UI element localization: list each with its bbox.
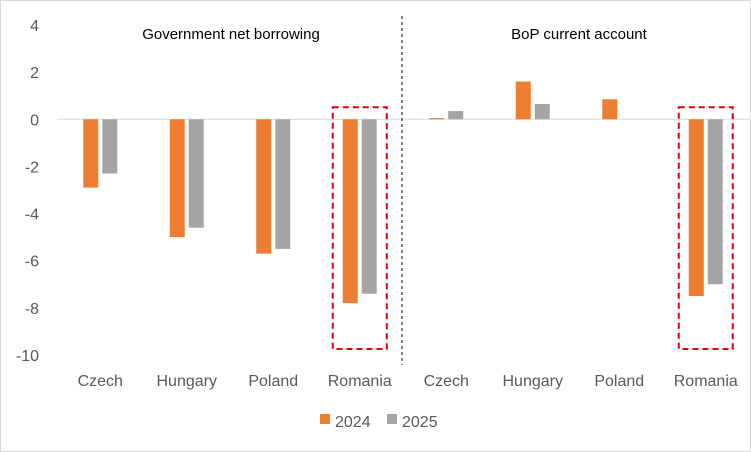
- x-category-label: Czech: [424, 373, 469, 390]
- bar-hungary-2025: [534, 103, 550, 120]
- panel-title-right: BoP current account: [511, 26, 647, 43]
- x-category-label: Romania: [674, 373, 738, 390]
- bar-romania-2024: [688, 119, 704, 297]
- y-tick-label: -4: [25, 207, 39, 224]
- panel-titles: Government net borrowing BoP current acc…: [142, 26, 647, 43]
- bar-hungary-2024: [515, 81, 531, 120]
- y-tick-label: -8: [25, 301, 39, 318]
- y-tick-label: 0: [30, 112, 39, 129]
- bar-czech-2025: [102, 119, 118, 174]
- bar-poland-2024: [256, 119, 272, 254]
- x-category-label: Romania: [328, 373, 392, 390]
- y-tick-label: 2: [30, 65, 39, 82]
- y-axis: 4 2 0 -2 -4 -6 -8 -10: [16, 18, 39, 365]
- bar-romania-2025: [361, 119, 377, 294]
- x-category-label: Hungary: [157, 373, 217, 390]
- x-category-label: Hungary: [503, 373, 563, 390]
- legend-label-2024: 2024: [335, 414, 371, 431]
- bar-czech-2024: [429, 118, 445, 120]
- legend-label-2025: 2025: [402, 414, 438, 431]
- bar-romania-2025: [707, 119, 723, 285]
- x-category-label: Poland: [594, 373, 644, 390]
- bars: [83, 81, 723, 304]
- y-tick-label: 4: [30, 18, 39, 35]
- legend-swatch-2025: [387, 414, 397, 424]
- bar-poland-2024: [602, 99, 618, 120]
- x-axis-labels: Czech Hungary Poland Romania Czech Hungary Pol…: [78, 373, 738, 390]
- highlight-box-romania: [331, 106, 388, 350]
- bar-czech-2024: [83, 119, 99, 188]
- legend: 2024 2025: [320, 414, 438, 431]
- bar-hungary-2025: [188, 119, 204, 228]
- legend-swatch-2024: [320, 414, 330, 424]
- bar-czech-2025: [448, 111, 464, 120]
- x-category-label: Czech: [78, 373, 123, 390]
- bar-hungary-2024: [169, 119, 185, 238]
- y-tick-label: -2: [25, 159, 39, 176]
- panel-title-left: Government net borrowing: [142, 26, 320, 43]
- highlight-boxes: [331, 106, 734, 350]
- bar-romania-2024: [342, 119, 358, 304]
- x-category-label: Poland: [248, 373, 298, 390]
- highlight-box-romania: [677, 106, 734, 350]
- bar-poland-2025: [275, 119, 291, 249]
- y-tick-label: -6: [25, 254, 39, 271]
- y-tick-label: -10: [16, 348, 39, 365]
